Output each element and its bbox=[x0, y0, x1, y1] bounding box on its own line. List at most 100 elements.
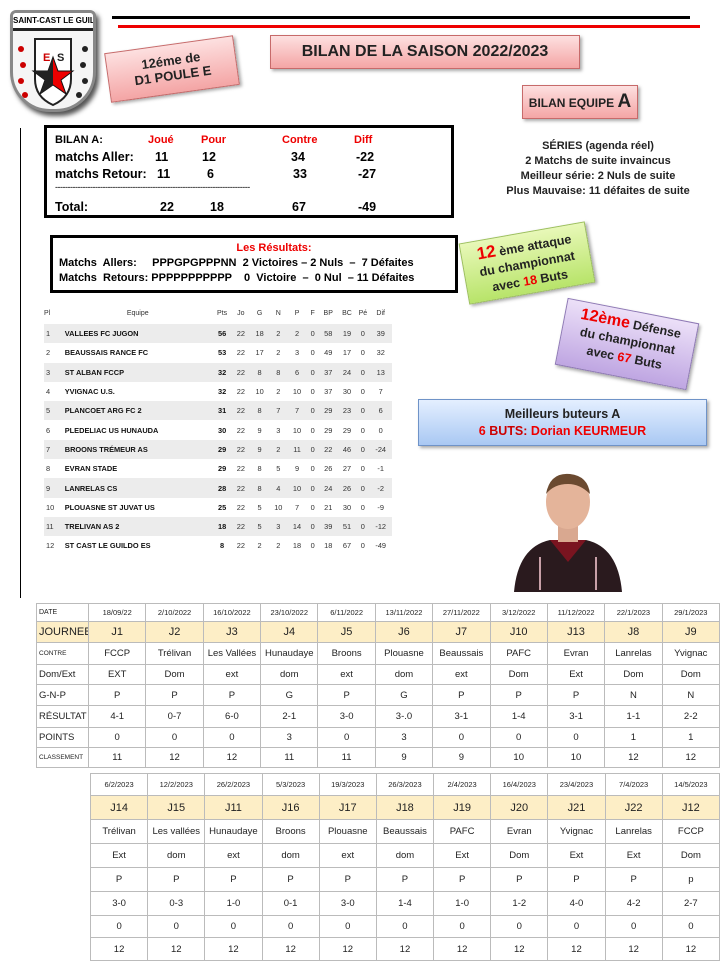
standings-table: Pl Equipe Pts Jo G N P F BP BC Pé Dif 1 VALLEES FC J… bbox=[44, 302, 392, 556]
standings-cell: 2 bbox=[268, 324, 288, 344]
match-cell: G bbox=[374, 684, 434, 706]
standings-cell: 7 bbox=[268, 401, 288, 421]
team-name: PLEDELIAC US HUNAUDA bbox=[64, 425, 159, 435]
match-cell: 12 bbox=[547, 937, 606, 961]
standings-cell: 24 bbox=[337, 362, 357, 382]
match-cell: 12 bbox=[147, 937, 206, 961]
match-row: Ext dom ext dom ext dom Ext Dom Ext Ext Dom bbox=[89, 843, 720, 868]
standings-cell: -49 bbox=[375, 541, 387, 551]
match-row: JOURNEE J1 J2 J3 J4 J5 J6 J7 J10 J13 J8 J9 bbox=[36, 621, 720, 643]
header-line-red bbox=[118, 25, 700, 28]
row-label: RÉSULTAT bbox=[36, 705, 89, 728]
match-cell: 0 bbox=[87, 727, 147, 748]
bilan-box: BILAN A: Joué Pour Contre Diff matchs Al… bbox=[44, 125, 454, 218]
match-row: 3-0 0-3 1-0 0-1 3-0 1-4 1-0 1-2 4-0 4-2 2-7 bbox=[89, 891, 720, 916]
match-cell: P bbox=[604, 867, 663, 892]
match-cell: 11 bbox=[87, 747, 147, 768]
standings-cell: 7 bbox=[44, 439, 63, 460]
standings-cell: 32 bbox=[376, 348, 385, 358]
team-name: VALLEES FC JUGON bbox=[62, 324, 213, 344]
row-label: CLASSEMENT bbox=[36, 747, 89, 768]
standings-cell: 39 bbox=[369, 324, 392, 344]
match-cell: J22 bbox=[604, 795, 663, 820]
match-row: RÉSULTAT 4-1 0-7 6-0 2-1 3-0 3-.0 3-1 1-4 3-1 1-1 2… bbox=[36, 705, 720, 728]
standings-cell: 0 bbox=[356, 362, 370, 382]
match-cell: J6 bbox=[374, 621, 434, 643]
match-cell: 0 bbox=[547, 915, 606, 938]
standings-cell: 7 bbox=[294, 502, 300, 512]
standings-cell: 0 bbox=[306, 516, 319, 537]
standings-header-cell: BC bbox=[342, 309, 352, 317]
standings-row: 10 PLOUASNE ST JUVAT US 25 22 5 10 7 0 21 30 0 -9 bbox=[44, 498, 392, 517]
bilan-header-label: BILAN A: bbox=[55, 134, 103, 146]
match-cell: 2-7 bbox=[661, 891, 720, 916]
match-cell: P bbox=[489, 684, 548, 706]
match-row: Trélivan Les vallées Hunaudaye Broons Plouas… bbox=[89, 819, 720, 844]
match-cell: Ext bbox=[89, 843, 149, 868]
standings-cell: 22 bbox=[231, 401, 251, 421]
standings-cell: 17 bbox=[342, 348, 352, 358]
bilan-aller-label: matchs Aller: bbox=[55, 150, 134, 164]
standings-cell: 22 bbox=[236, 425, 245, 435]
series-line: 2 Matchs de suite invaincus bbox=[525, 155, 671, 167]
defense-badge: 12ème Défense du championnat avec 67 But… bbox=[554, 297, 700, 391]
match-cell: 0 bbox=[202, 727, 262, 748]
match-cell: EXT bbox=[87, 664, 147, 685]
match-cell: FCCP bbox=[87, 642, 147, 665]
left-margin-line bbox=[20, 128, 21, 598]
match-cell: 1 bbox=[661, 727, 720, 748]
match-cell: P bbox=[202, 684, 262, 706]
match-cell: N bbox=[604, 684, 663, 706]
standings-cell: 22 bbox=[231, 439, 251, 460]
standings-cell: 18 bbox=[292, 541, 302, 551]
match-cell: 0 bbox=[433, 915, 492, 938]
match-cell: J7 bbox=[432, 621, 491, 643]
match-cell: 1-2 bbox=[490, 891, 549, 916]
row-label: DATE bbox=[36, 603, 89, 622]
standings-cell: 8 bbox=[46, 464, 51, 474]
match-cell: 9 bbox=[374, 747, 434, 768]
standings-cell: 1 bbox=[44, 324, 63, 344]
standings-cell: -1 bbox=[377, 464, 384, 474]
match-cell: Ext bbox=[433, 843, 492, 868]
match-cell: P bbox=[147, 867, 206, 892]
match-cell: 0 bbox=[145, 727, 204, 748]
standings-cell: 30 bbox=[342, 387, 352, 397]
standings-cell: 3 bbox=[294, 348, 300, 358]
match-cell: 12 bbox=[661, 747, 720, 768]
match-cell: 12 bbox=[433, 937, 492, 961]
logo-text: SAINT-CAST LE GUILDO bbox=[13, 13, 93, 31]
match-cell: Yvignac bbox=[661, 642, 720, 665]
standings-cell: 23 bbox=[337, 401, 357, 421]
match-cell: Dom bbox=[604, 664, 663, 685]
match-cell: Yvignac bbox=[547, 819, 606, 844]
bilan-header-diff: Diff bbox=[354, 134, 373, 146]
match-cell: 11 bbox=[317, 747, 376, 768]
match-date: 12/2/2023 bbox=[147, 773, 206, 796]
match-date: 26/2/2023 bbox=[204, 773, 263, 796]
match-cell: dom bbox=[147, 843, 206, 868]
standings-cell: 10 bbox=[274, 502, 283, 512]
row-label: G-N-P bbox=[36, 684, 89, 706]
match-cell: P bbox=[261, 867, 320, 892]
attack-pre: avec bbox=[491, 275, 525, 295]
match-cell: 6-0 bbox=[202, 705, 262, 728]
match-cell: 0 bbox=[661, 915, 720, 938]
match-cell: 10 bbox=[546, 747, 606, 768]
standings-cell: 0 bbox=[306, 401, 319, 421]
team-name: PLANCOET ARG FC 2 bbox=[62, 401, 213, 421]
match-cell: 1-4 bbox=[489, 705, 548, 728]
match-cell: J15 bbox=[147, 795, 206, 820]
team-name: ST CAST LE GUILDO ES bbox=[64, 541, 151, 551]
match-cell: 12 bbox=[204, 937, 263, 961]
match-cell: J12 bbox=[661, 795, 720, 820]
match-cell: 12 bbox=[604, 747, 663, 768]
match-cell: 0 bbox=[489, 727, 548, 748]
match-cell: J21 bbox=[547, 795, 606, 820]
bilan-total-diff: -49 bbox=[358, 200, 377, 214]
standings-cell: 0 bbox=[310, 425, 315, 435]
match-cell: 1-0 bbox=[204, 891, 263, 916]
standings-header-row: Pl Equipe Pts Jo G N P F BP BC Pé Dif bbox=[44, 302, 392, 324]
rank-badge: 12éme de D1 POULE E bbox=[104, 35, 240, 103]
